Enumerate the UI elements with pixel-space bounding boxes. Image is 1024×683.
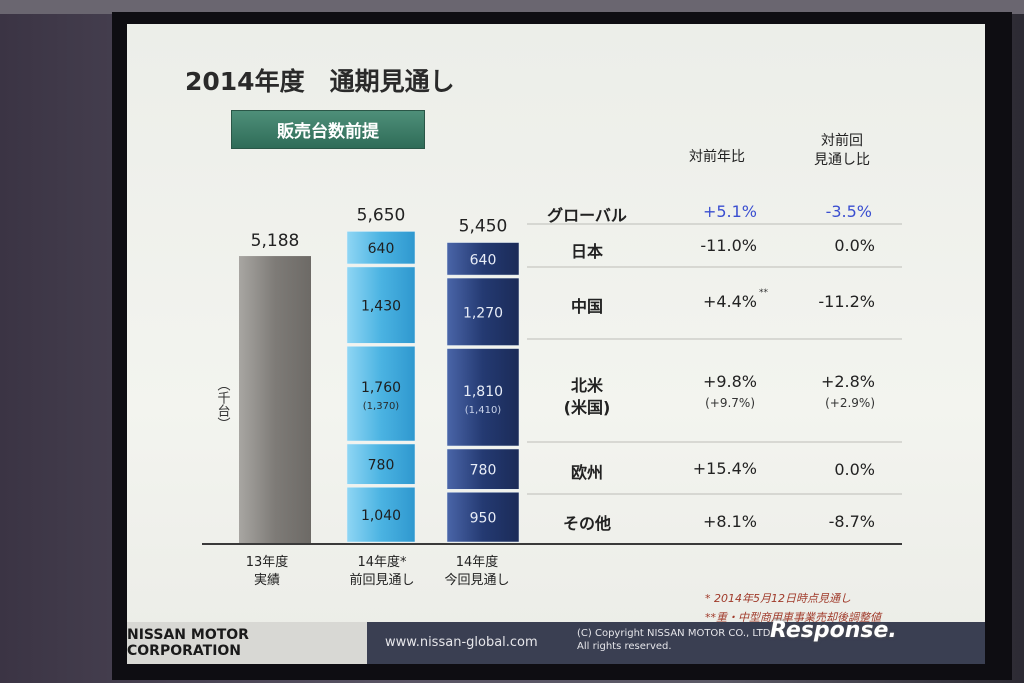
row-label-na: 北米 bbox=[570, 376, 603, 395]
slide: 2014年度 通期見通し 販売台数前提 （千台） 640 1,430 1,760 (1… bbox=[127, 24, 985, 664]
category-label-14-current: 14年度 今回見通し bbox=[427, 554, 527, 590]
bar-segment-label: 950 bbox=[470, 511, 497, 527]
bar-total-label: 5,650 bbox=[357, 205, 406, 225]
row-label-na-us: (米国) bbox=[563, 398, 611, 417]
bar-segment-label: 1,040 bbox=[361, 508, 401, 524]
row-label-global: グローバル bbox=[547, 206, 627, 225]
bar-segment-current-3 bbox=[446, 448, 520, 490]
col-header-vs-prev-line2: 見通し比 bbox=[814, 152, 870, 168]
col-header-yoy-line: 対前年比 bbox=[689, 149, 745, 165]
copyright-line-2: All rights reserved. bbox=[577, 641, 672, 652]
bar-segment-prev-3 bbox=[346, 443, 416, 485]
cell-china-vs-prev: -11.2% bbox=[818, 292, 875, 311]
cell-japan-vs-prev: 0.0% bbox=[834, 236, 875, 255]
bar-segment-label: 640 bbox=[368, 241, 395, 257]
assumption-badge: 販売台数前提 bbox=[231, 110, 425, 149]
category-label-line: 13年度 bbox=[245, 555, 289, 570]
cell-china-yoy-mark: ** bbox=[759, 288, 768, 298]
category-label-line: 14年度 bbox=[455, 555, 499, 570]
category-label-line: 実績 bbox=[253, 573, 280, 588]
bar-total-label: 5,188 bbox=[251, 231, 300, 251]
bar-segment-current-1 bbox=[446, 277, 520, 346]
bar-segment-sublabel: (1,370) bbox=[363, 401, 400, 412]
col-header-yoy: 対前年比 bbox=[672, 148, 762, 167]
cell-na-yoy: +9.8% bbox=[702, 372, 757, 391]
footer-company: NISSAN MOTOR CORPORATION bbox=[127, 622, 367, 664]
bar-segment-current-2 bbox=[446, 348, 520, 447]
cell-japan-yoy: -11.0% bbox=[700, 236, 757, 255]
bar-segment-current-4 bbox=[446, 492, 520, 543]
cell-europe-vs-prev: 0.0% bbox=[834, 460, 875, 479]
bar-segment-label: 780 bbox=[368, 458, 395, 474]
response-watermark: Response. bbox=[770, 618, 897, 643]
bar-segment-label: 1,430 bbox=[361, 299, 401, 315]
bar-segment-current-0 bbox=[446, 242, 520, 276]
row-label-other: その他 bbox=[562, 514, 611, 533]
category-label-line: 14年度* bbox=[357, 555, 407, 570]
cell-other-vs-prev: -8.7% bbox=[828, 512, 875, 531]
ceiling bbox=[0, 0, 1024, 14]
cell-na-vs-prev: +2.8% bbox=[820, 372, 875, 391]
category-label-14-prev: 14年度* 前回見通し bbox=[332, 554, 432, 590]
bar-segment-prev-1 bbox=[346, 266, 416, 344]
cell-other-yoy: +8.1% bbox=[702, 512, 757, 531]
cell-china-yoy: +4.4% bbox=[702, 292, 757, 311]
bar-segment-label: 1,810 bbox=[463, 384, 503, 400]
unit-label: （千台） bbox=[214, 378, 230, 430]
row-label-japan: 日本 bbox=[570, 242, 603, 261]
bar-segment-label: 640 bbox=[470, 252, 497, 268]
bar-segment-label: 780 bbox=[470, 463, 497, 479]
slide-title: 2014年度 通期見通し bbox=[185, 67, 455, 96]
copyright-line-1: (C) Copyright NISSAN MOTOR CO., LTD. bbox=[577, 628, 774, 639]
cell-global-yoy: +5.1% bbox=[702, 202, 757, 221]
category-label-13-actual: 13年度 実績 bbox=[222, 554, 312, 590]
bar-segment-prev-0 bbox=[346, 231, 416, 265]
bar-segment-label: 1,270 bbox=[463, 305, 503, 321]
col-header-vs-prev: 対前回 見通し比 bbox=[792, 132, 892, 170]
col-header-vs-prev-line1: 対前回 bbox=[821, 133, 863, 149]
cell-europe-yoy: +15.4% bbox=[692, 459, 757, 478]
stacked-bar-chart: 640 1,430 1,760 (1,370) 780 1,040 640 1,270 1,81… bbox=[202, 205, 902, 545]
row-label-china: 中国 bbox=[570, 297, 603, 316]
bar-segment-label: 1,760 bbox=[361, 380, 401, 396]
bar-segment-prev-2 bbox=[346, 346, 416, 442]
bar-total-label: 5,450 bbox=[459, 217, 508, 237]
footer-url: www.nissan-global.com bbox=[385, 635, 538, 650]
category-label-line: 今回見通し bbox=[444, 573, 510, 588]
row-label-europe: 欧州 bbox=[570, 463, 603, 482]
cell-global-vs-prev: -3.5% bbox=[825, 202, 872, 221]
bar-segment-sublabel: (1,410) bbox=[465, 405, 502, 416]
cell-na-yoy-us: (+9.7%) bbox=[705, 396, 755, 410]
bar-13-actual bbox=[239, 256, 311, 544]
footer-copyright: (C) Copyright NISSAN MOTOR CO., LTD. All… bbox=[577, 627, 877, 653]
category-label-line: 前回見通し bbox=[349, 573, 415, 588]
footnote-2: **重・中型商用車事業売却後調整値 bbox=[705, 611, 881, 624]
footnote-1: * 2014年5月12日時点見通し bbox=[705, 592, 851, 605]
cell-na-vs-prev-us: (+2.9%) bbox=[825, 396, 875, 410]
bar-segment-prev-4 bbox=[346, 487, 416, 543]
